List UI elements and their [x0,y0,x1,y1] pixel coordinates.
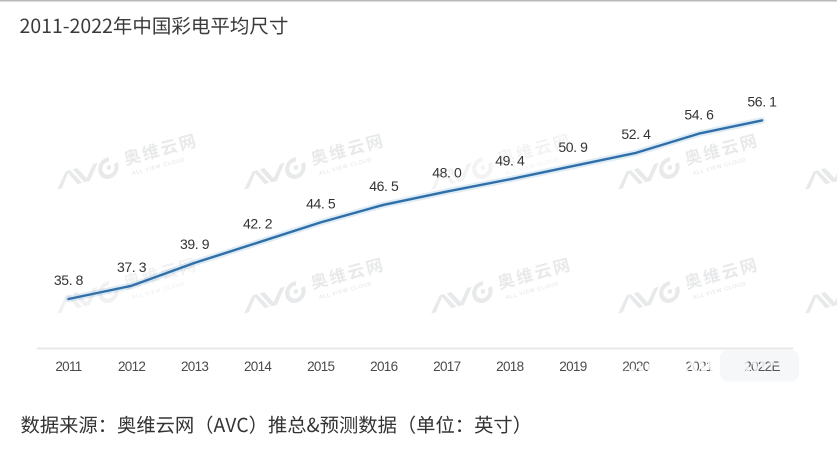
svg-text:35. 8: 35. 8 [54,272,84,288]
svg-text:54. 6: 54. 6 [684,107,714,123]
svg-text:2022E: 2022E [744,359,780,374]
svg-text:42. 2: 42. 2 [243,216,273,232]
svg-text:44. 5: 44. 5 [306,195,336,211]
svg-text:2012: 2012 [118,359,145,374]
svg-text:2015: 2015 [307,359,334,374]
svg-text:2019: 2019 [559,359,586,374]
svg-text:39. 9: 39. 9 [180,236,210,252]
svg-text:37. 3: 37. 3 [117,259,147,275]
svg-text:46. 5: 46. 5 [369,178,399,194]
svg-text:2018: 2018 [496,359,523,374]
svg-text:2021: 2021 [685,359,712,374]
svg-text:2013: 2013 [181,359,208,374]
svg-text:2017: 2017 [433,359,460,374]
svg-text:56. 1: 56. 1 [747,93,777,109]
svg-text:2014: 2014 [244,359,272,374]
svg-text:2020: 2020 [622,359,649,374]
svg-text:52. 4: 52. 4 [621,126,651,142]
svg-text:2011: 2011 [55,359,81,374]
svg-text:2016: 2016 [370,359,397,374]
